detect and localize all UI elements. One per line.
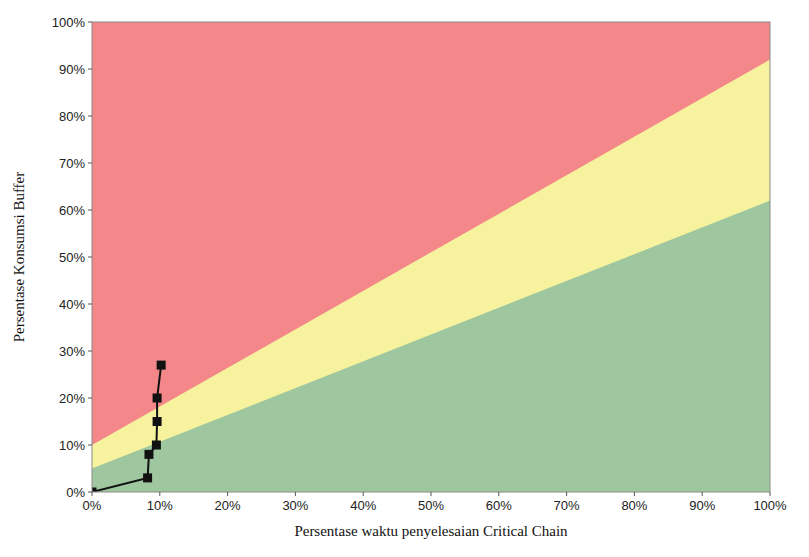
y-tick xyxy=(88,69,92,70)
x-tick-label: 30% xyxy=(282,498,308,513)
y-tick-label: 10% xyxy=(59,438,85,453)
x-tick xyxy=(92,492,93,496)
y-tick-label: 20% xyxy=(59,391,85,406)
x-tick-label: 40% xyxy=(350,498,376,513)
chart: 0% 10% 20% 30% 40% 50% 60% 70% 80% 90% 100% 0% 10% 20… xyxy=(0,0,809,557)
x-tick xyxy=(363,492,364,496)
marker xyxy=(153,394,162,403)
y-tick-label: 60% xyxy=(59,203,85,218)
x-tick-label: 100% xyxy=(753,498,787,513)
zone xyxy=(92,60,770,492)
x-tick xyxy=(770,492,771,496)
x-tick-label: 90% xyxy=(689,498,715,513)
y-tick xyxy=(88,22,92,23)
y-tick-label: 100% xyxy=(52,15,86,30)
marker xyxy=(157,361,166,370)
axes: 0% 10% 20% 30% 40% 50% 60% 70% 80% 90% 100% 0% 10% 20… xyxy=(52,15,787,513)
y-tick-label: 70% xyxy=(59,156,85,171)
x-tick xyxy=(702,492,703,496)
x-tick-label: 50% xyxy=(418,498,444,513)
x-tick-label: 70% xyxy=(554,498,580,513)
y-tick-label: 80% xyxy=(59,109,85,124)
x-tick-label: 0% xyxy=(83,498,102,513)
y-tick xyxy=(88,445,92,446)
y-tick xyxy=(88,210,92,211)
y-tick-label: 90% xyxy=(59,62,85,77)
plot-area xyxy=(92,22,770,492)
y-tick-label: 30% xyxy=(59,344,85,359)
x-tick xyxy=(295,492,296,496)
y-tick-label: 40% xyxy=(59,297,85,312)
y-tick xyxy=(88,163,92,164)
y-tick xyxy=(88,257,92,258)
y-tick-label: 0% xyxy=(66,485,85,500)
y-tick xyxy=(88,116,92,117)
y-axis-title: Persentase Konsumsi Buffer xyxy=(11,172,27,343)
x-tick xyxy=(431,492,432,496)
x-tick xyxy=(634,492,635,496)
x-tick xyxy=(566,492,567,496)
marker xyxy=(153,417,162,426)
series-line xyxy=(92,365,161,492)
x-tick-label: 10% xyxy=(147,498,173,513)
marker xyxy=(92,488,97,493)
y-tick xyxy=(88,304,92,305)
y-tick xyxy=(88,492,92,493)
x-tick-label: 20% xyxy=(215,498,241,513)
x-tick xyxy=(227,492,228,496)
marker xyxy=(144,450,153,459)
y-tick xyxy=(88,351,92,352)
x-tick-label: 60% xyxy=(486,498,512,513)
marker xyxy=(152,441,161,450)
x-axis-title: Persentase waktu penyelesaian Critical C… xyxy=(294,523,568,539)
y-tick xyxy=(88,398,92,399)
zone xyxy=(92,201,770,492)
plot-frame xyxy=(92,22,770,492)
x-tick-label: 80% xyxy=(621,498,647,513)
zone xyxy=(92,22,770,492)
x-tick xyxy=(159,492,160,496)
x-tick xyxy=(498,492,499,496)
marker xyxy=(143,473,152,482)
y-tick-label: 50% xyxy=(59,250,85,265)
